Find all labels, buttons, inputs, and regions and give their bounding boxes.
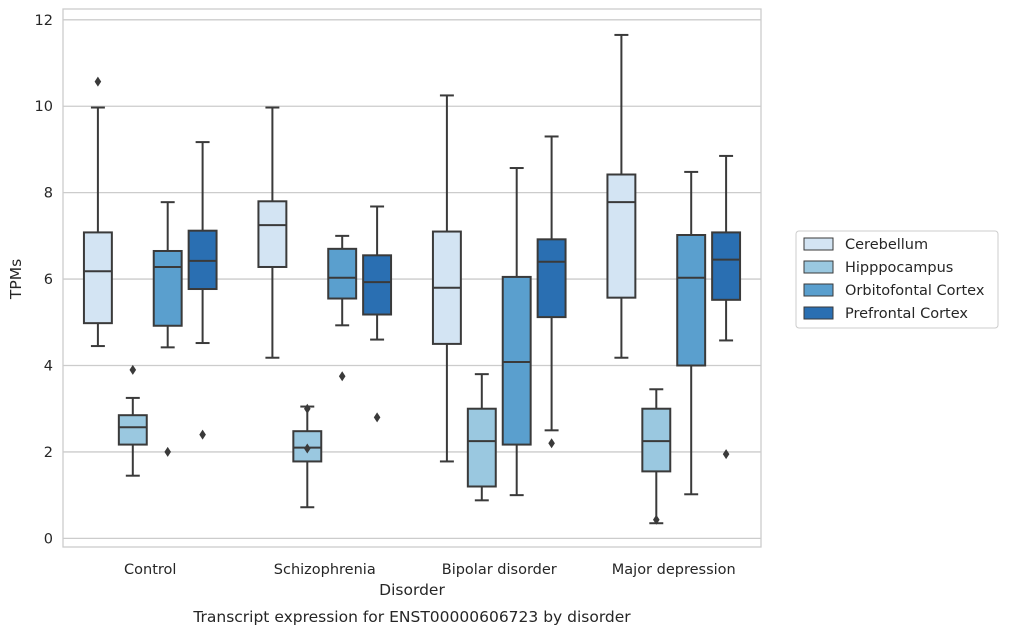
x-tick-label: Control (124, 562, 176, 578)
y-tick-label: 2 (44, 445, 53, 461)
y-axis-label: TPMs (7, 259, 25, 300)
box-cerebellum (257, 106, 288, 359)
box-body (327, 247, 358, 300)
outlier-point (199, 429, 206, 440)
box-orbitofontal-cortex (327, 234, 358, 382)
box-prefrontal-cortex (187, 141, 218, 440)
outlier-point (304, 443, 311, 454)
box-body (501, 275, 532, 446)
legend-swatch (803, 306, 834, 320)
x-tick-label: Bipolar disorder (442, 562, 557, 578)
outlier-point (94, 76, 102, 87)
box-body (187, 229, 218, 291)
legend: Cerebellum Hipppocampus Orbitofontal Corte… (795, 230, 999, 329)
legend-frame (795, 230, 999, 329)
box-hipppocampus (117, 364, 148, 477)
x-axis-label: Disorder (379, 581, 445, 599)
box-body (82, 231, 113, 325)
y-tick-label: 12 (35, 13, 53, 29)
y-tick-label: 8 (44, 186, 53, 202)
box-prefrontal-cortex (536, 135, 567, 449)
box-body (606, 173, 637, 299)
box-orbitofontal-cortex (152, 201, 183, 457)
outlier-point (129, 364, 137, 375)
box-orbitofontal-cortex (501, 167, 532, 497)
box-hipppocampus (641, 388, 672, 525)
y-tick-label: 0 (44, 531, 53, 547)
x-tick-label: Schizophrenia (274, 562, 376, 578)
outlier-point (722, 449, 730, 460)
plot-frame (62, 8, 762, 548)
outlier-point (653, 514, 660, 525)
box-body (536, 238, 567, 319)
legend-swatch (803, 237, 834, 251)
box-hipppocampus (292, 403, 323, 509)
box-body (676, 234, 707, 367)
outlier-point (164, 446, 171, 457)
y-tick-labels: 0 2 4 6 8 10 12 (35, 13, 53, 548)
box-cerebellum (606, 33, 637, 359)
box-groups (82, 33, 742, 525)
box-prefrontal-cortex (711, 154, 742, 460)
legend-label: Orbitofontal Cortex (845, 283, 985, 299)
outlier-point (548, 438, 555, 449)
y-tick-label: 10 (35, 99, 53, 115)
y-tick-label: 6 (44, 272, 53, 288)
box-prefrontal-cortex (362, 205, 393, 423)
box-body (711, 231, 742, 301)
legend-swatch (803, 260, 834, 274)
box-hipppocampus (466, 373, 497, 502)
legend-swatch (803, 283, 834, 297)
box-body (641, 407, 672, 473)
outlier-point (338, 371, 346, 382)
legend-label: Cerebellum (845, 237, 928, 253)
x-tick-label: Major depression (612, 562, 736, 578)
box-body (117, 414, 148, 446)
box-body (152, 249, 183, 327)
chart-caption: Transcript expression for ENST0000060672… (192, 608, 631, 626)
outlier-point (373, 412, 381, 423)
box-orbitofontal-cortex (676, 170, 707, 496)
box-cerebellum (431, 94, 462, 463)
box-body (362, 254, 393, 316)
y-tick-label: 4 (44, 359, 53, 375)
box-cerebellum (82, 76, 113, 348)
outlier-point (304, 403, 311, 414)
box-body (257, 200, 288, 268)
legend-label: Prefrontal Cortex (845, 306, 968, 322)
box-body (466, 407, 497, 488)
legend-label: Hipppocampus (845, 260, 953, 276)
x-tick-labels: Control Schizophrenia Bipolar disorder Majo… (124, 562, 736, 578)
